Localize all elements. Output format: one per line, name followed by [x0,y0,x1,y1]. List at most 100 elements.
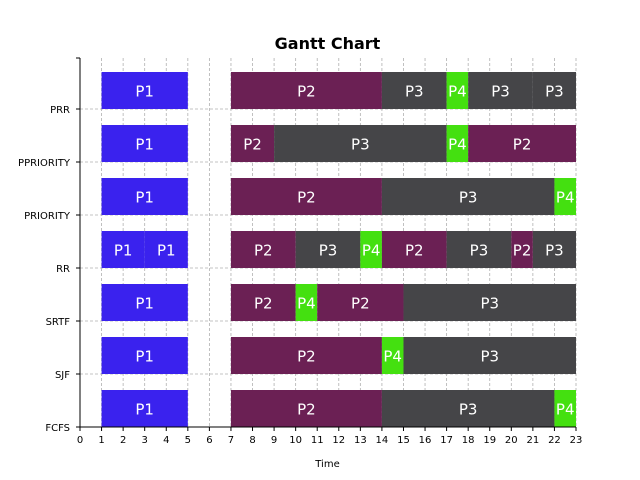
gantt-bar [554,178,576,215]
x-tick-label: 10 [289,435,302,446]
gantt-bar [317,284,404,321]
x-tick-label: 17 [440,435,453,446]
gantt-bar [101,337,188,374]
gantt-bar [446,231,512,268]
bar-label: P2 [297,189,316,207]
gantt-bar [101,178,188,215]
bar-label: P3 [351,136,370,154]
x-tick-label: 14 [376,435,389,446]
x-tick-label: 21 [527,435,540,446]
bar-label: P2 [297,348,316,366]
chart-title: Gantt Chart [275,34,381,53]
bar-label: P1 [135,348,154,366]
bar-label: P1 [135,136,154,154]
bar-label: P1 [114,242,133,260]
x-tick-label: 8 [249,435,255,446]
gantt-bar [230,125,275,162]
bar-label: P2 [513,136,532,154]
gantt-bar [446,125,469,162]
bar-label: P3 [545,242,564,260]
x-tick-label: 6 [206,435,212,446]
x-tick-label: 4 [163,435,169,446]
gantt-bar [532,72,576,109]
x-tick-label: 16 [419,435,432,446]
x-tick-label: 9 [271,435,277,446]
bar-label: P3 [405,83,424,101]
gantt-bar [381,231,447,268]
bar-label: P3 [545,83,564,101]
gantt-bar [101,284,188,321]
gantt-bar [532,231,576,268]
bar-label: P2 [297,83,316,101]
gantt-bar [230,284,296,321]
bar-label: P3 [480,295,499,313]
gantt-bar [101,125,188,162]
x-tick-label: 13 [354,435,367,446]
gantt-bar [403,284,576,321]
bar-label: P4 [556,401,575,419]
gantt-bar [511,231,533,268]
bar-label: P1 [135,83,154,101]
bar-label: P2 [351,295,370,313]
gantt-bar [468,125,576,162]
bar-label: P2 [297,401,316,419]
x-tick-label: 12 [332,435,345,446]
bar-label: P1 [135,189,154,207]
x-tick-label: 20 [505,435,518,446]
y-tick-label: PPRIORITY [18,158,71,169]
bar-label: P3 [480,348,499,366]
bar-label: P3 [491,83,510,101]
bar-label: P1 [157,242,176,260]
x-tick-label: 3 [142,435,148,446]
gantt-bar [554,390,576,427]
gantt-bar [360,231,382,268]
bar-label: P2 [243,136,262,154]
x-tick-label: 0 [77,435,83,446]
bar-label: P4 [448,83,467,101]
axes: 0 1 2 3 4 5 6 7 8 9 10 11 12 13 14 15 16 17 18 19 20 21 22 23FC… [18,57,583,446]
gantt-bar [381,178,555,215]
gantt-bar [381,390,555,427]
y-tick-label: SRTF [46,317,71,328]
bar-label: P3 [319,242,338,260]
bar-label: P1 [135,295,154,313]
gantt-bar [468,72,533,109]
gantt-bar [403,337,576,374]
bar-label: P4 [556,189,575,207]
bar-label: P2 [254,242,273,260]
gantt-bar [295,231,361,268]
x-tick-label: 1 [98,435,104,446]
gantt-bar [101,231,145,268]
bar-label: P2 [254,295,273,313]
bar-label: P4 [297,295,316,313]
x-tick-label: 11 [311,435,324,446]
x-tick-label: 22 [548,435,561,446]
y-tick-label: FCFS [45,423,70,434]
gantt-bar [274,125,447,162]
x-tick-label: 2 [120,435,126,446]
bar-label: P3 [459,401,478,419]
bar-label: P3 [470,242,489,260]
x-tick-label: 18 [462,435,475,446]
y-tick-label: RR [56,264,70,275]
bar-label: P4 [362,242,381,260]
bar-label: P2 [513,242,532,260]
gantt-bar [295,284,318,321]
x-axis-label: Time [314,459,339,470]
bar-label: P2 [405,242,424,260]
bars: P1 P2 P3 P4 P1 P2 P4 P3 P1 P2 P4 P2 P3 P1 P1 P2 P3 P4 P2 P3… [101,72,576,427]
bar-label: P1 [135,401,154,419]
gantt-bar [230,231,296,268]
gantt-bar [101,72,188,109]
y-tick-label: SJF [55,370,70,381]
x-tick-label: 19 [483,435,496,446]
x-tick-label: 23 [570,435,583,446]
x-tick-label: 5 [185,435,191,446]
bar-label: P4 [448,136,467,154]
gantt-bar [446,72,469,109]
x-tick-label: 15 [397,435,410,446]
gantt-bar [381,337,404,374]
gantt-bar [230,337,382,374]
y-tick-label: PRR [50,105,70,116]
